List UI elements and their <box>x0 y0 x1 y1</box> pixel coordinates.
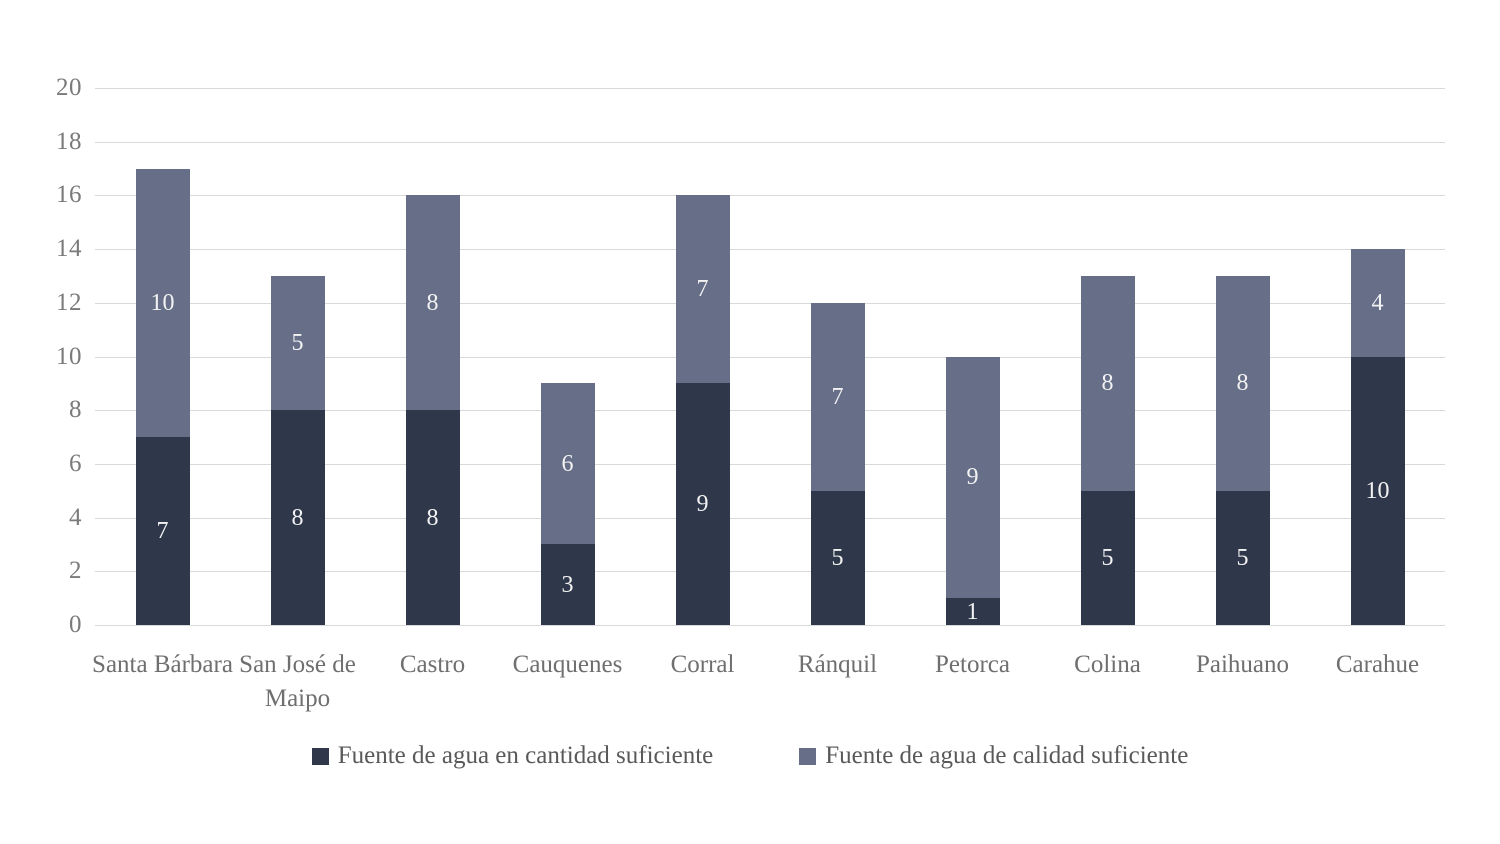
bar-segment: 8 <box>1215 275 1270 491</box>
gridline <box>95 410 1445 412</box>
gridline <box>95 249 1445 251</box>
legend-swatch-icon <box>311 747 329 765</box>
legend-item: Fuente de agua en cantidad suficiente <box>311 742 714 770</box>
gridline <box>95 463 1445 465</box>
data-label: 1 <box>966 598 979 625</box>
y-tick-label: 6 <box>69 449 82 477</box>
data-label: 6 <box>561 450 574 477</box>
data-label: 7 <box>156 518 169 545</box>
data-label: 8 <box>291 504 304 531</box>
bar-segment: 9 <box>945 356 1000 599</box>
data-label: 9 <box>966 464 979 491</box>
y-tick-label: 12 <box>56 288 82 316</box>
bar-segment: 4 <box>1350 249 1405 357</box>
data-label: 4 <box>1371 289 1384 316</box>
data-label: 9 <box>696 491 709 518</box>
x-axis-label: Petorca <box>935 651 1010 678</box>
gridline <box>95 141 1445 143</box>
bar-segment: 5 <box>810 490 865 625</box>
bar-segment: 7 <box>135 437 190 625</box>
y-tick-label: 4 <box>69 503 82 531</box>
data-label: 5 <box>1236 544 1249 571</box>
bar-segment: 6 <box>540 383 595 545</box>
y-tick-label: 14 <box>56 235 82 263</box>
gridline <box>95 571 1445 573</box>
data-label: 7 <box>696 276 709 303</box>
gridline <box>95 302 1445 304</box>
plot-area: 7 10 8 5 8 8 3 6 9 7 5 7 1 9 5 8 5 8 10 4 <box>95 88 1445 626</box>
x-axis-label: Colina <box>1074 651 1141 678</box>
data-label: 7 <box>831 383 844 410</box>
y-tick-label: 0 <box>69 611 82 638</box>
y-tick-label: 16 <box>56 181 82 209</box>
x-axis-label: Castro <box>399 651 466 678</box>
bar-segment: 8 <box>270 410 325 625</box>
x-axis-label: Cauquenes <box>512 651 623 678</box>
bar-segment: 7 <box>810 302 865 491</box>
gridline <box>95 517 1445 519</box>
x-axis-label: Corral <box>670 651 735 678</box>
x-axis-label: Carahue <box>1335 651 1420 678</box>
bar-segment: 3 <box>540 544 595 625</box>
x-axis-label: Paihuano <box>1195 651 1290 678</box>
data-label: 5 <box>291 330 304 357</box>
bar-segment: 5 <box>1215 490 1270 625</box>
data-label: 3 <box>561 571 574 598</box>
gridline <box>95 625 1445 626</box>
data-label: 8 <box>1236 370 1249 397</box>
legend-label: Fuente de agua de calidad suficiente <box>825 742 1189 769</box>
bar-segment: 8 <box>1080 275 1135 491</box>
bar-segment: 10 <box>1350 356 1405 625</box>
y-tick-label: 8 <box>69 396 82 424</box>
data-label: 8 <box>426 504 439 531</box>
data-label: 5 <box>831 544 844 571</box>
x-axis-label: Ránquil <box>797 651 878 678</box>
legend-swatch-icon <box>799 747 817 765</box>
bar-segment: 1 <box>945 598 1000 625</box>
gridline <box>95 356 1445 358</box>
legend: Fuente de agua en cantidad suficiente Fue… <box>0 742 1500 770</box>
bar-segment: 8 <box>405 410 460 625</box>
y-tick-label: 10 <box>56 342 82 370</box>
y-tick-label: 18 <box>56 127 82 155</box>
y-tick-label: 20 <box>56 74 82 101</box>
data-label: 5 <box>1101 544 1114 571</box>
data-label: 10 <box>150 289 175 316</box>
legend-label: Fuente de agua en cantidad suficiente <box>337 742 714 769</box>
y-tick-label: 2 <box>69 557 82 585</box>
x-axis-label: Santa Bárbara <box>92 651 233 678</box>
data-label: 8 <box>426 289 439 316</box>
bar-segment: 7 <box>675 195 730 384</box>
bar-segment: 5 <box>270 275 325 411</box>
bar-segment: 5 <box>1080 490 1135 625</box>
bar-segment: 8 <box>405 195 460 411</box>
data-label: 10 <box>1365 477 1390 504</box>
gridline <box>95 88 1445 89</box>
data-label: 8 <box>1101 370 1114 397</box>
gridline <box>95 195 1445 197</box>
bar-segment: 10 <box>135 168 190 438</box>
x-axis-label: San José de Maipo <box>239 651 356 712</box>
legend-item: Fuente de agua de calidad suficiente <box>799 742 1188 770</box>
bar-segment: 9 <box>675 383 730 625</box>
